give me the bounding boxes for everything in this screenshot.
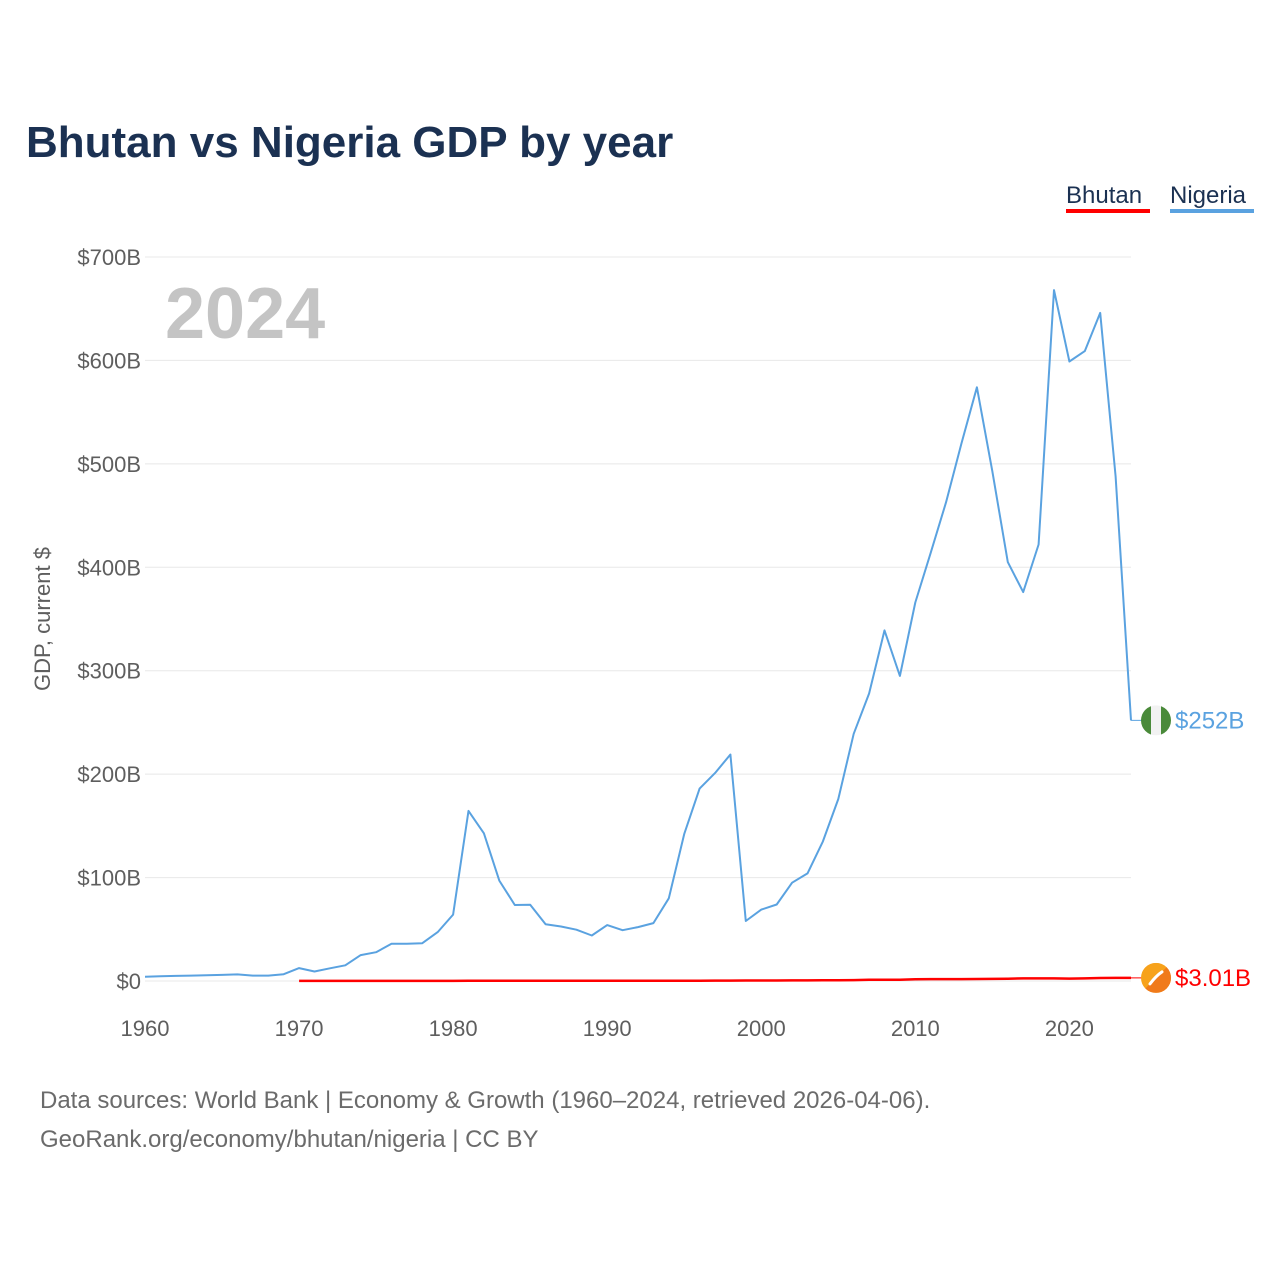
y-tick-label: $700B	[77, 245, 141, 270]
series-end-markers: $3.01B $252B	[1131, 705, 1251, 993]
source-line: Data sources: World Bank | Economy & Gro…	[40, 1087, 930, 1114]
x-tick-label: 1980	[429, 1016, 478, 1041]
y-tick-label: $600B	[77, 348, 141, 373]
x-tick-label: 1970	[275, 1016, 324, 1041]
legend-item-nigeria[interactable]: Nigeria	[1170, 182, 1247, 209]
legend-swatch-nigeria	[1170, 209, 1254, 213]
credit-line[interactable]: GeoRank.org/economy/bhutan/nigeria | CC …	[40, 1126, 539, 1153]
y-axis-label: GDP, current $	[30, 547, 55, 691]
current-year-label: 2024	[165, 274, 325, 354]
chart-title: Bhutan vs Nigeria GDP by year	[26, 118, 673, 167]
x-tick-labels: 1960 1970 1980 1990 2000 2010 2020	[121, 1016, 1094, 1041]
x-tick-label: 2020	[1045, 1016, 1094, 1041]
legend-item-bhutan[interactable]: Bhutan	[1066, 182, 1142, 209]
x-tick-label: 1960	[121, 1016, 170, 1041]
y-tick-labels: $0 $100B $200B $300B $400B $500B $600B $700B	[77, 245, 141, 994]
x-tick-label: 2000	[737, 1016, 786, 1041]
series-line-bhutan	[299, 976, 1131, 983]
nigeria-flag-icon	[1141, 705, 1171, 736]
y-tick-label: $500B	[77, 452, 141, 477]
y-tick-label: $400B	[77, 555, 141, 580]
end-label-nigeria: $252B	[1175, 707, 1244, 734]
series-line-nigeria	[144, 289, 1132, 978]
y-tick-label: $0	[117, 969, 141, 994]
x-tick-label: 2010	[891, 1016, 940, 1041]
legend: Bhutan Nigeria	[1066, 182, 1254, 213]
bhutan-flag-icon	[1141, 962, 1171, 993]
x-tick-label: 1990	[583, 1016, 632, 1041]
end-label-bhutan: $3.01B	[1175, 965, 1251, 992]
series-lines	[144, 289, 1132, 983]
y-tick-label: $300B	[77, 659, 141, 684]
grid-lines	[145, 256, 1131, 982]
y-tick-label: $100B	[77, 866, 141, 891]
legend-swatch-bhutan	[1066, 209, 1150, 213]
y-tick-label: $200B	[77, 762, 141, 787]
